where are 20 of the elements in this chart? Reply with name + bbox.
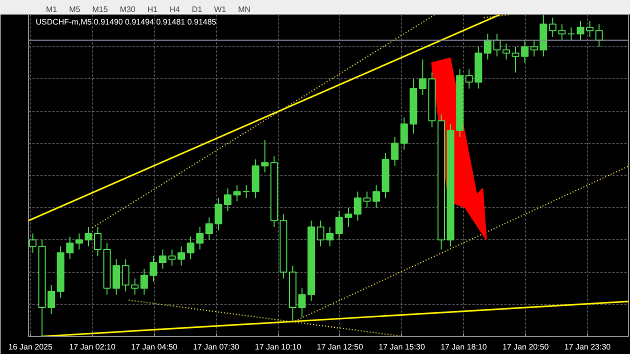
x-tick-label: 17 Jan 04:50 — [131, 342, 178, 352]
x-tick-label: 17 Jan 18:10 — [440, 342, 488, 352]
text: D1 — [192, 5, 202, 14]
x-tick-label: 17 Jan 20:50 — [502, 342, 550, 352]
x-tick-label: 17 Jan 10:10 — [254, 342, 302, 352]
text: MN — [238, 5, 251, 14]
text: H4 — [170, 5, 180, 14]
text: H1 — [147, 5, 158, 14]
x-tick-label: 16 Jan 2025 — [8, 342, 54, 352]
x-tick-label: 17 Jan 02:10 — [69, 342, 116, 352]
text: M30 — [120, 5, 136, 14]
x-tick-label: 17 Jan 07:30 — [192, 342, 240, 352]
chart-title: USDCHF-m,M5 0.91490 0.91494 0.91481 0.91485 — [36, 18, 217, 27]
text: M15 — [92, 5, 108, 14]
x-tick-label: 17 Jan 23:30 — [564, 342, 612, 352]
text: W1 — [214, 5, 226, 14]
x-tick-label: 17 Jan 15:30 — [378, 342, 426, 352]
text: M5 — [69, 5, 80, 14]
x-tick-label: 17 Jan 12:50 — [316, 342, 364, 352]
text: M1 — [46, 5, 58, 14]
